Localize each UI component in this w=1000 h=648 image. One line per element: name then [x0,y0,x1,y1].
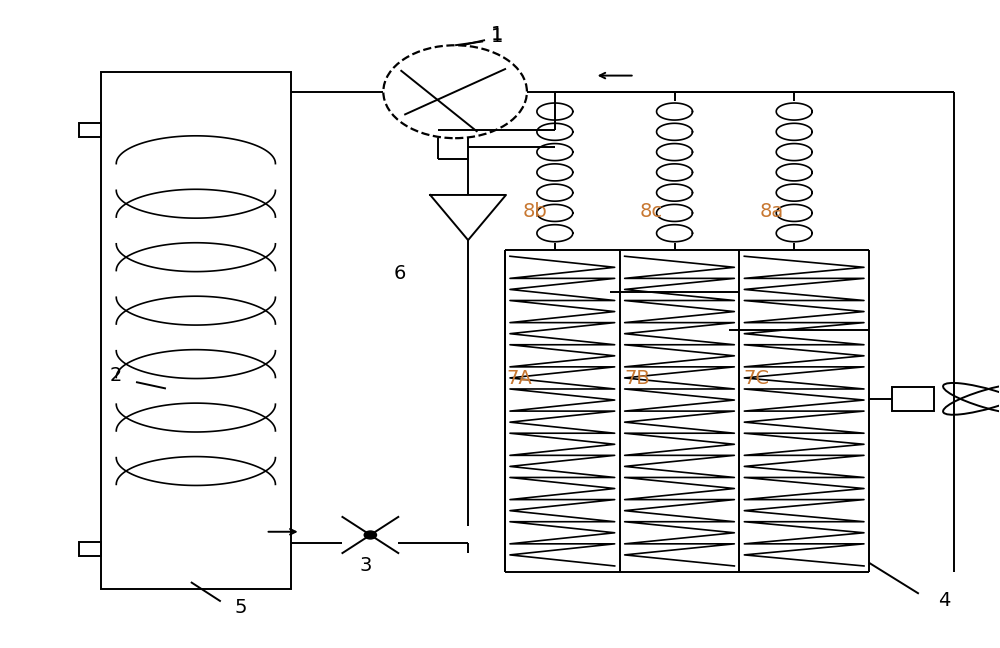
Text: 5: 5 [234,598,247,618]
Text: 3: 3 [359,557,372,575]
Text: 1: 1 [491,27,503,47]
Text: 4: 4 [938,591,950,610]
Circle shape [364,531,377,539]
Text: 1: 1 [491,25,503,45]
Text: 7B: 7B [625,369,650,388]
Bar [79,122,101,137]
Text: 8a: 8a [760,202,784,220]
Bar [892,387,934,411]
Text: 2: 2 [110,366,122,385]
Text: 7C: 7C [743,369,769,388]
Text: 7A: 7A [506,369,532,388]
Text: 8c: 8c [640,202,663,220]
Bar [101,73,291,588]
Text: 8b: 8b [523,202,547,220]
Bar [79,542,101,556]
Text: 6: 6 [394,264,406,283]
